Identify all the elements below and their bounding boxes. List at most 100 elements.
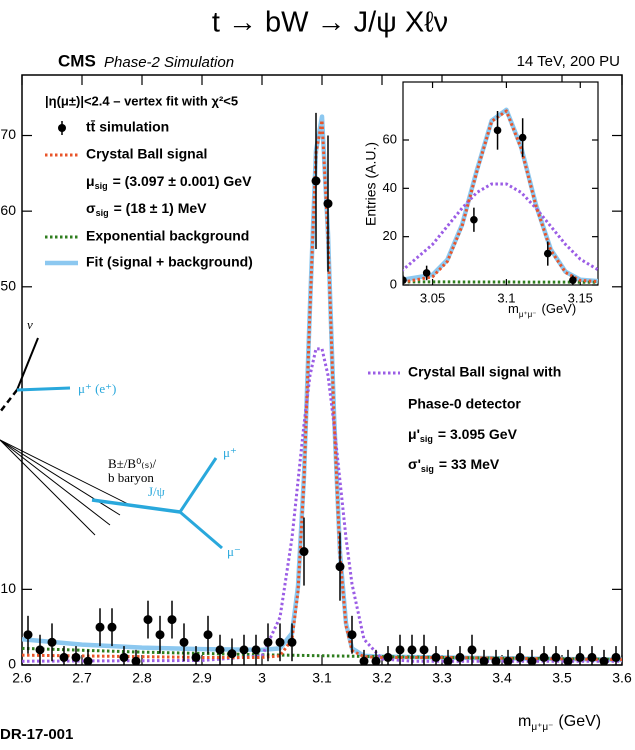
data-point (71, 652, 81, 662)
data-point (431, 652, 441, 662)
data-point (47, 637, 57, 647)
diagram-label: μ⁺ (223, 445, 237, 460)
data-point (479, 656, 489, 665)
data-point (569, 276, 577, 284)
label-symbol: m (508, 301, 519, 316)
data-point (131, 656, 141, 665)
data-point (359, 656, 369, 665)
selection: |η(μ±)|<2.4 – vertex fit with χ²<5 (45, 93, 238, 108)
data-point (455, 652, 465, 662)
y-tick-label: 70 (0, 126, 16, 142)
inset-plot: 3.05 3.1 3.15 0 20 40 60 (383, 82, 598, 305)
diagram-line (0, 439, 111, 526)
data-point (539, 652, 549, 662)
data-point (518, 133, 527, 142)
diagram-line (0, 439, 131, 506)
x-tick-label: 2.7 (72, 670, 92, 686)
data-point (227, 649, 237, 659)
diagram-label: B±/B⁰₍ₛ₎/ (108, 456, 157, 471)
x-tick-label: 3.1 (312, 670, 332, 686)
main-plot: 2.6 2.7 2.8 2.9 3 3.1 3.2 3.3 3.4 3.5 3.6 0 10 50 60 70… (0, 75, 632, 686)
label: mμ⁺μ⁻ (GeV) (518, 713, 601, 732)
x-tick-label: 2.6 (12, 670, 32, 686)
data-point (587, 652, 597, 662)
data-point (403, 276, 407, 284)
data-point (167, 615, 177, 625)
experiment: CMS (58, 51, 96, 70)
diagram-line (0, 439, 96, 536)
data-point (419, 645, 429, 655)
data-point (299, 547, 309, 557)
x-tick-label: 3.15 (568, 290, 593, 305)
x-tick-label: 3.4 (492, 670, 512, 686)
data-point (251, 645, 261, 655)
data-point (263, 637, 273, 647)
x-tick-label: 3.5 (552, 670, 572, 686)
data-point (383, 652, 393, 662)
label-text: = 33 MeV (439, 456, 500, 472)
data-point (543, 249, 552, 258)
data-point (443, 656, 453, 665)
label-text: = 3.095 GeV (438, 426, 518, 442)
y-tick-label: 0 (8, 656, 16, 672)
data-point (83, 656, 93, 665)
data-point (311, 176, 321, 186)
diagram-label: ν (27, 317, 33, 332)
diagram-line (178, 457, 218, 513)
label: μ'sig = 3.095 GeV (408, 426, 518, 445)
data-point (575, 652, 585, 662)
diagram-line (179, 510, 223, 550)
label-sub: μ⁺μ⁻ (531, 722, 553, 733)
x-tick-label: 2.9 (192, 670, 212, 686)
data-point (287, 637, 297, 647)
legend-label: Crystal Ball signal (86, 146, 207, 162)
data-point (191, 652, 201, 662)
data-point (107, 622, 117, 632)
y-tick-label: 10 (0, 580, 16, 596)
data-point (215, 645, 225, 655)
label-symbol: m (518, 713, 531, 730)
diagram-label: μ⁻ (227, 544, 241, 559)
data-point (493, 126, 502, 135)
diagram-line (91, 498, 181, 514)
data-point (203, 630, 213, 640)
data-point (515, 652, 525, 662)
x-tick-label: 3.2 (372, 670, 392, 686)
data-point (407, 645, 417, 655)
data-point (347, 630, 357, 640)
data-point (467, 645, 477, 655)
label: mμ⁺μ⁻ (GeV) (508, 301, 576, 319)
label-sub: sig (95, 181, 108, 191)
label-text: (GeV) (558, 713, 601, 730)
x-tick-label: 3.1 (497, 290, 515, 305)
label: σsig = (18 ± 1) MeV (86, 200, 207, 219)
data-point (155, 630, 165, 640)
data-point (563, 656, 573, 665)
curve (403, 109, 598, 284)
x-tick-label: 3.3 (432, 670, 452, 686)
label: μsig = (3.097 ± 0.001) GeV (86, 173, 252, 192)
y-tick-label: 20 (383, 228, 397, 243)
inset-y-label: Entries (A.U.) (363, 142, 379, 226)
data-point (275, 637, 285, 647)
label-text: = (18 ± 1) MeV (114, 200, 208, 216)
y-tick-label: 60 (0, 202, 16, 218)
diagram-line (16, 337, 39, 391)
data-point (503, 656, 513, 665)
diagram-line (0, 389, 18, 413)
legend-label: Exponential background (86, 228, 249, 244)
legend-label: Phase-0 detector (408, 396, 521, 412)
data-point (323, 199, 333, 209)
diagram-label: μ⁺ (e⁺) (78, 381, 116, 396)
data-point (551, 652, 561, 662)
legend-label: Fit (signal + background) (86, 254, 253, 270)
y-tick-label: 0 (390, 276, 397, 291)
label-text: = (3.097 ± 0.001) GeV (113, 173, 252, 189)
data-point (599, 656, 609, 665)
label-sub: μ⁺μ⁻ (519, 310, 537, 319)
data-point (179, 637, 189, 647)
label-symbol: μ (86, 173, 95, 189)
data-point (23, 630, 33, 640)
legend-label: tt̄ simulation (86, 118, 169, 134)
